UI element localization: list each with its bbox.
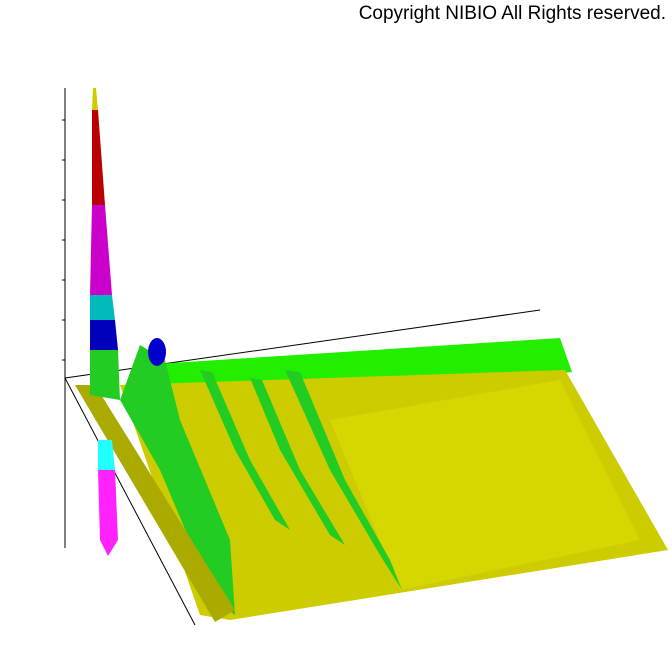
spike-band xyxy=(90,295,115,320)
spike-band xyxy=(90,320,118,350)
blue-peak xyxy=(148,338,166,366)
front-strip xyxy=(75,385,235,622)
spike-band xyxy=(90,205,112,295)
spike-band xyxy=(92,110,105,205)
yellow-highlight xyxy=(330,380,640,590)
spike-band xyxy=(90,350,120,400)
ridges xyxy=(120,345,402,615)
spike-band xyxy=(92,88,98,110)
lower-spike xyxy=(98,440,115,470)
axis-ticks xyxy=(62,119,65,361)
lower-spike xyxy=(98,470,118,556)
axes xyxy=(64,88,541,626)
copyright: Copyright NIBIO All Rights reserved. xyxy=(358,3,666,24)
